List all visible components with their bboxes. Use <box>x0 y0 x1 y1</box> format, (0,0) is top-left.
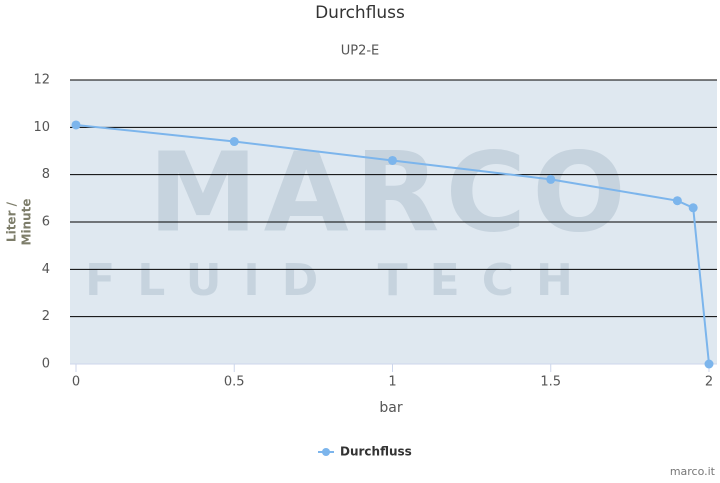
data-point <box>672 196 682 206</box>
watermark-tagline: FLUID TECH <box>85 255 595 306</box>
x-axis-title: bar <box>379 400 402 416</box>
data-point <box>688 203 698 213</box>
y-tick-label: 2 <box>42 309 50 324</box>
y-axis-title: Minute <box>20 198 34 245</box>
x-tick-label: 2 <box>705 375 713 390</box>
y-tick-label: 0 <box>42 357 50 372</box>
y-tick-label: 10 <box>33 120 50 135</box>
chart-title: Durchfluss <box>315 3 405 23</box>
data-point <box>388 155 397 165</box>
x-tick-label: 1 <box>388 375 396 390</box>
y-tick-label: 4 <box>42 262 50 277</box>
y-tick-label: 6 <box>42 215 50 230</box>
watermark-logo: MARCO <box>148 128 632 256</box>
credit: marco.it <box>670 465 716 478</box>
legend-label[interactable]: Durchfluss <box>340 445 412 459</box>
chart-subtitle: UP2-E <box>341 44 380 59</box>
y-tick-label: 12 <box>33 73 50 88</box>
legend-symbol-marker <box>322 448 330 456</box>
data-point <box>229 137 239 147</box>
y-axis-title: Liter / <box>5 201 19 242</box>
x-tick-label: 0 <box>72 375 80 390</box>
x-tick-label: 0.5 <box>224 375 245 390</box>
watermark: MARCO FLUID TECH <box>85 128 632 306</box>
x-tick-label: 1.5 <box>540 375 561 390</box>
data-point <box>704 359 714 369</box>
data-point <box>71 120 81 130</box>
y-tick-label: 8 <box>42 167 50 182</box>
data-point <box>546 174 556 184</box>
